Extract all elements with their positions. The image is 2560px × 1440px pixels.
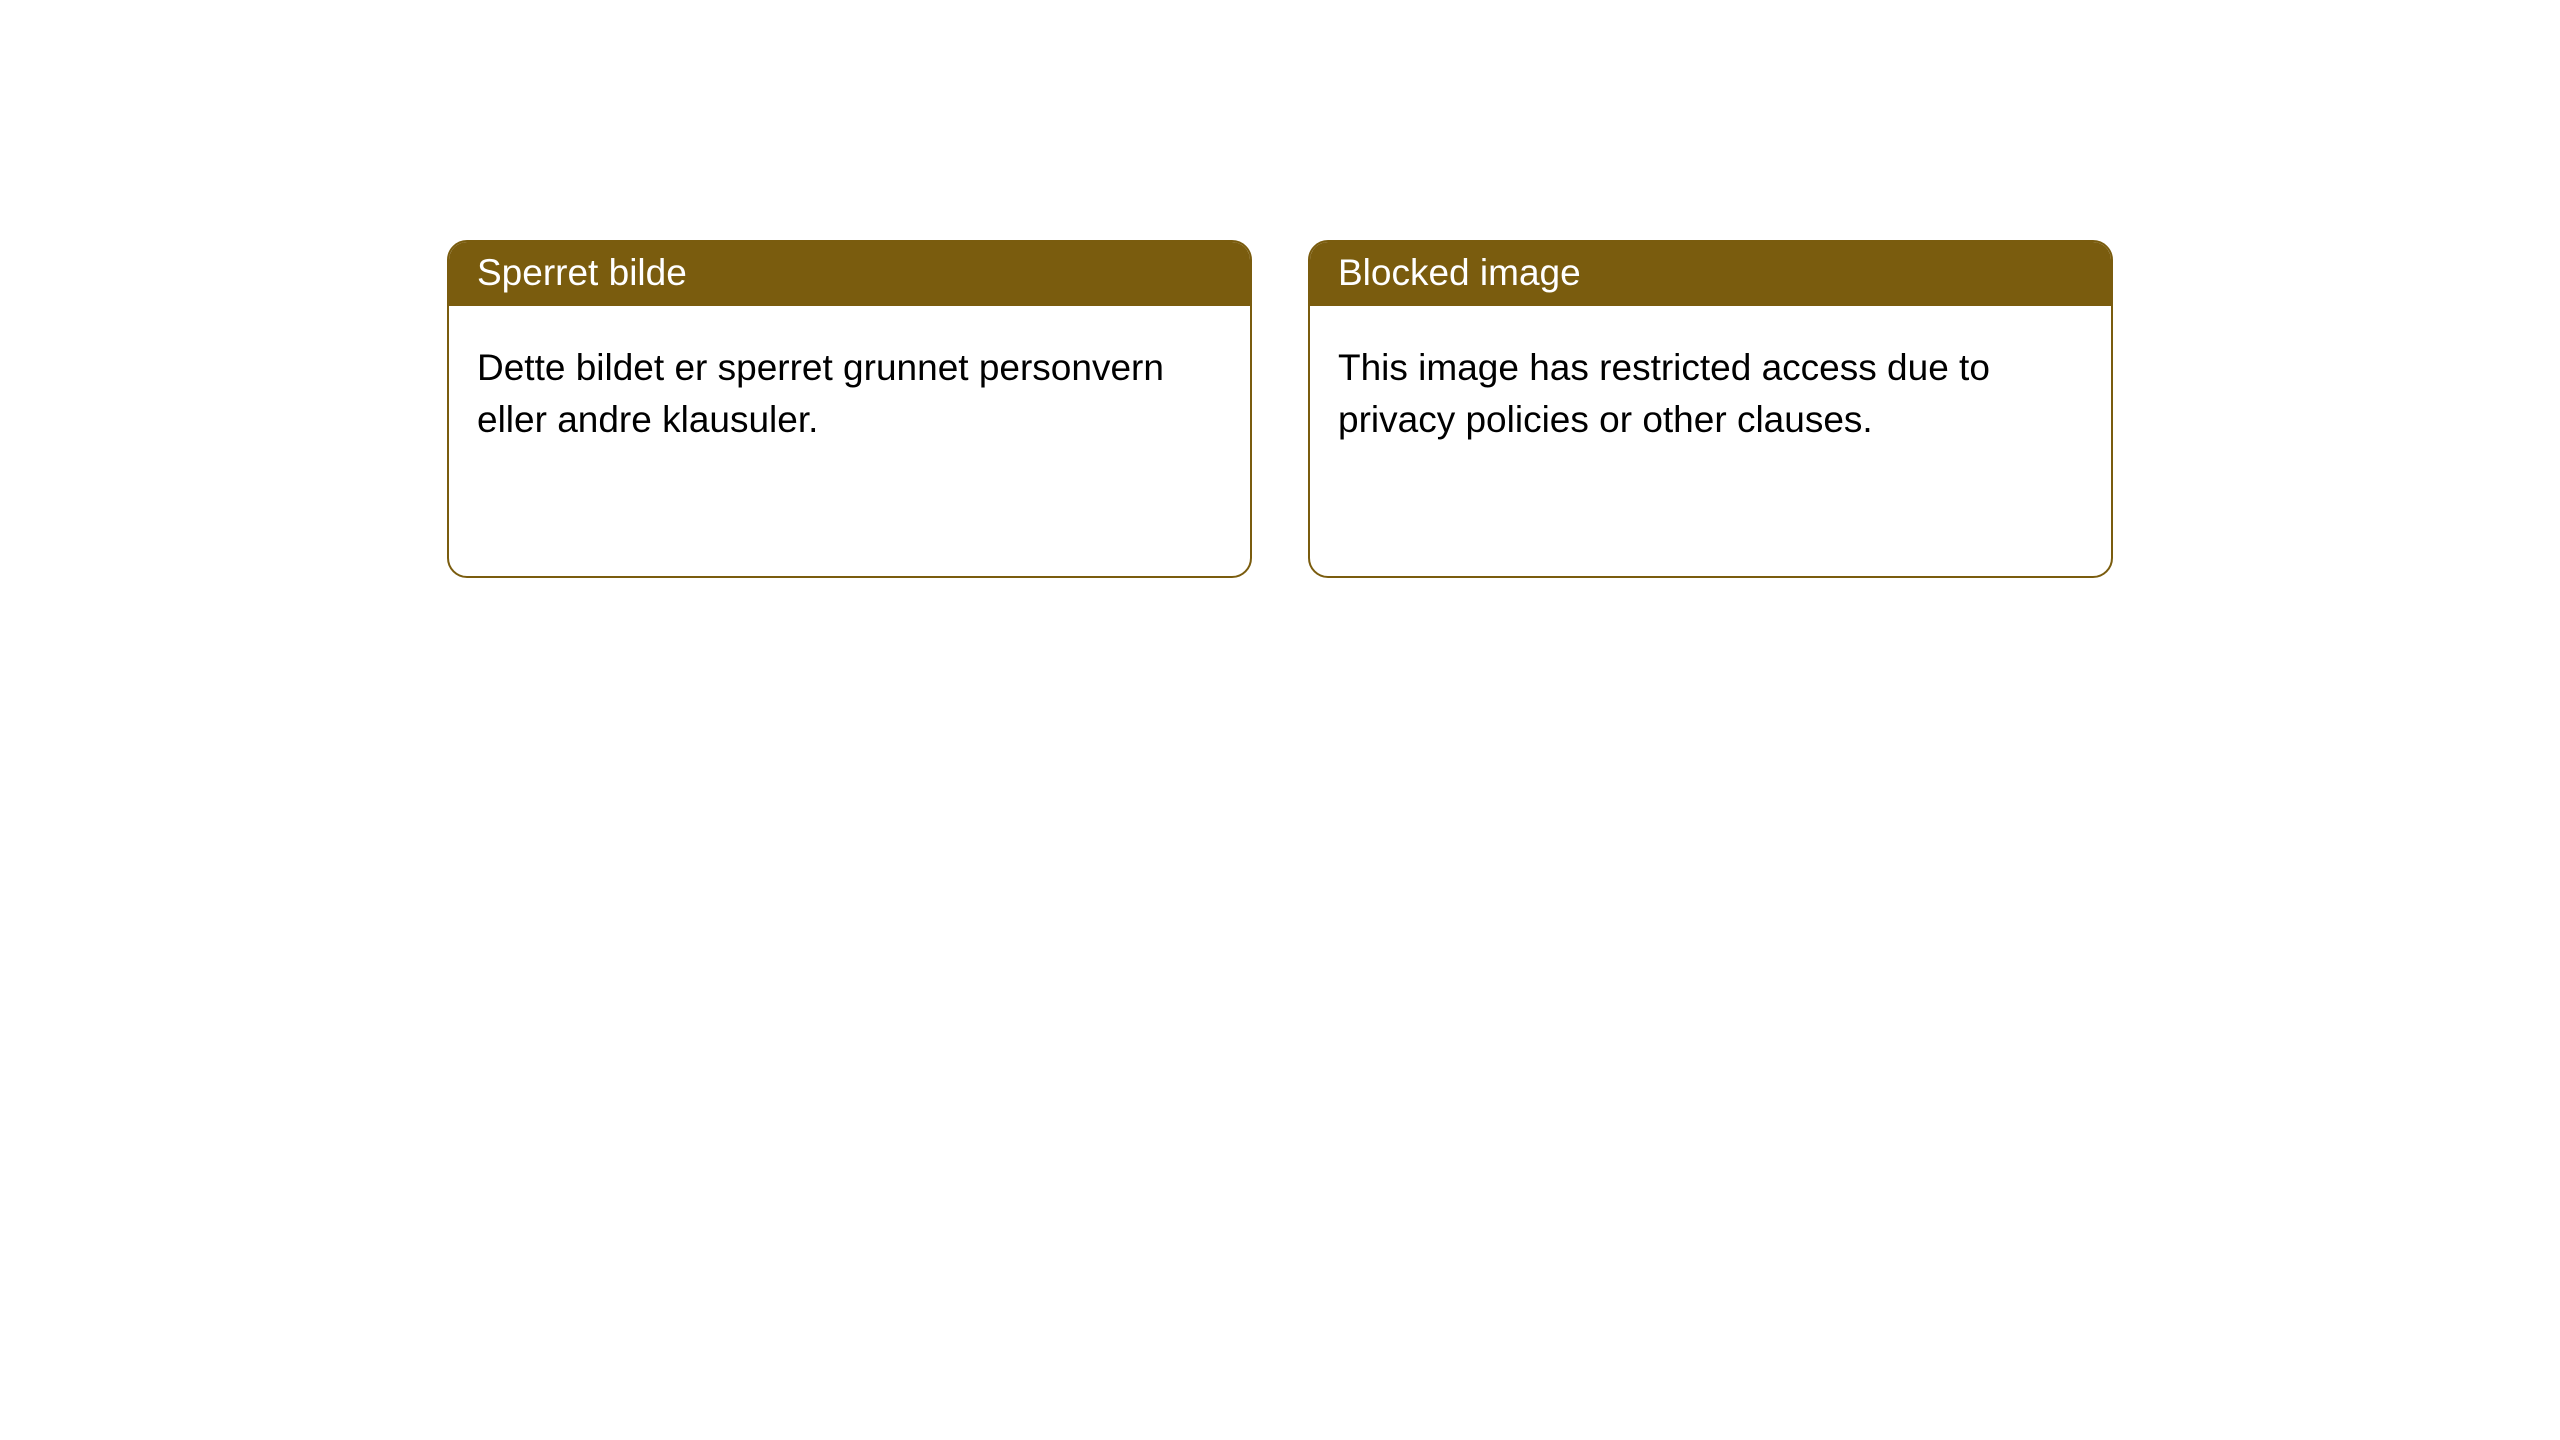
notice-card-norwegian: Sperret bilde Dette bildet er sperret gr…: [447, 240, 1252, 578]
notice-message-norwegian: Dette bildet er sperret grunnet personve…: [449, 306, 1250, 576]
notice-title-norwegian: Sperret bilde: [449, 242, 1250, 306]
notice-title-english: Blocked image: [1310, 242, 2111, 306]
notice-card-english: Blocked image This image has restricted …: [1308, 240, 2113, 578]
notice-message-english: This image has restricted access due to …: [1310, 306, 2111, 576]
notice-container: Sperret bilde Dette bildet er sperret gr…: [0, 0, 2560, 578]
